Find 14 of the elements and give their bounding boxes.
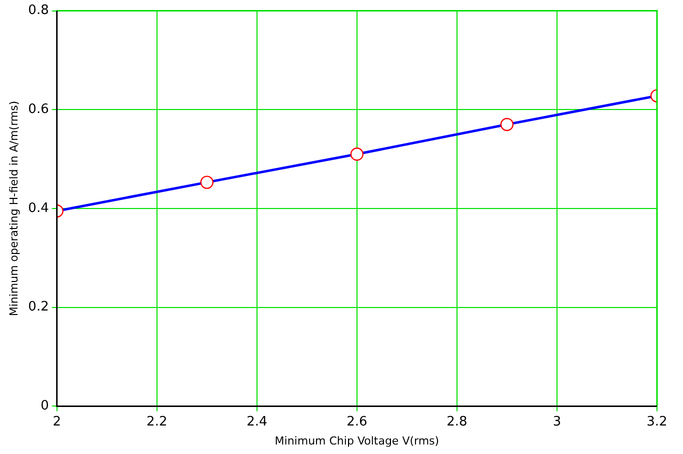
y-tick-label: 0 [40,398,49,414]
y-tick-label: 0.8 [28,3,49,18]
x-tick-label: 2.6 [346,414,368,430]
y-tick-label: 0.4 [28,200,49,216]
x-tick-label: 2.4 [246,414,268,430]
y-tick-label: 0.2 [28,300,49,315]
x-tick-label: 3.2 [646,414,668,430]
x-axis-title: Minimum Chip Voltage V(rms) [274,434,440,448]
x-tick-label: 2.8 [446,414,468,430]
y-tick-label: 0.6 [28,102,49,118]
x-tick-label: 2.2 [146,414,168,430]
y-axis-title: Minimum operating H-field in A/m(rms) [7,100,20,316]
x-tick-label: 2 [52,414,62,430]
x-tick-label: 3 [552,414,562,430]
